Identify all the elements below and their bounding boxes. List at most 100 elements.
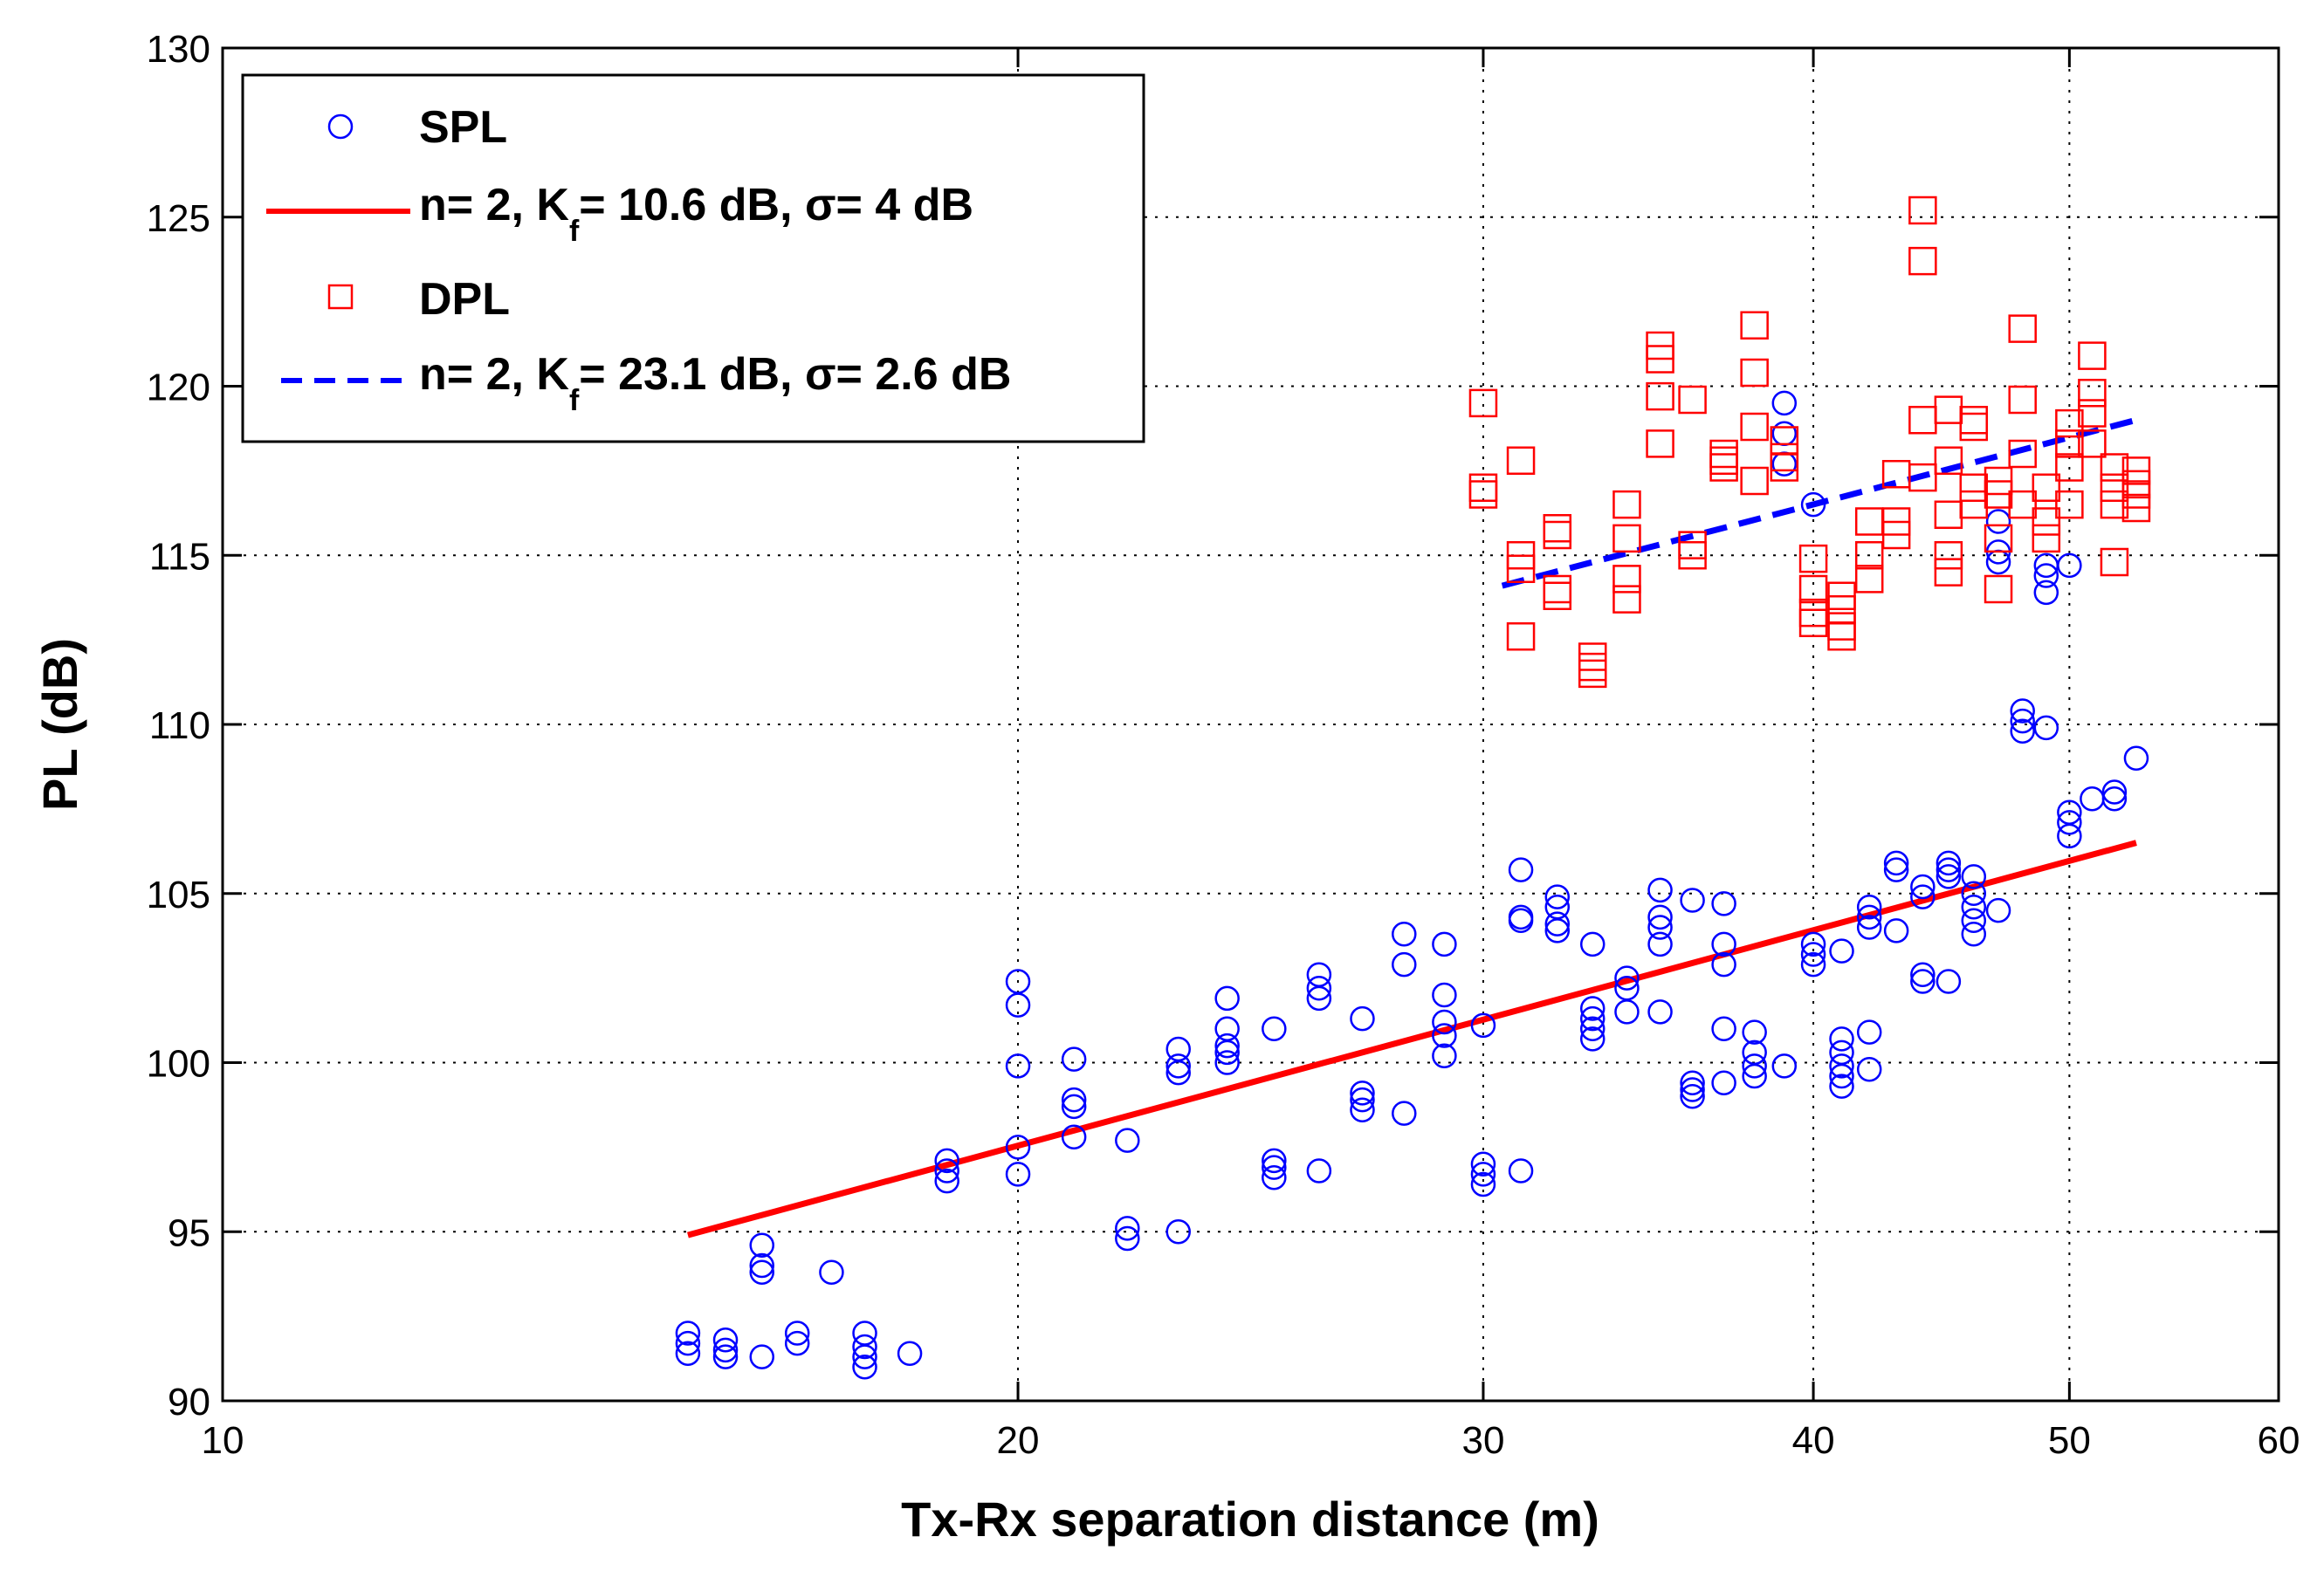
dpl-point [1646,381,1674,411]
spl-point [1470,1162,1496,1187]
x-tick-labels: 10 20 30 40 50 60 [202,1419,2300,1462]
dpl-point [1959,473,1989,502]
spl-point [1800,931,1826,957]
spl-point [1936,850,1962,876]
spl-point [1856,1019,1882,1045]
dpl-point [1740,412,1769,442]
dpl-point [1908,196,1937,225]
spl-point [1544,911,1571,937]
spl-point [1647,877,1673,903]
dpl-point [1740,358,1769,388]
spl-point [1856,915,1882,940]
dpl-point [1798,608,1828,637]
spl-point [2057,810,2082,835]
spl-point [1165,1036,1191,1062]
spl-point [1061,1094,1087,1120]
spl-point [1711,931,1736,957]
spl-point [1680,1077,1705,1102]
spl-point [1432,1023,1457,1048]
spl-point [852,1321,877,1346]
legend-dpl-marker [327,284,354,310]
spl-point [852,1355,877,1380]
spl-point [1061,1087,1087,1113]
legend-dpl-fit-prefix: n= 2, K [419,349,569,400]
spl-point [1829,1074,1854,1099]
spl-point [1350,1081,1375,1106]
dpl-point [1854,541,1884,570]
spl-point [897,1341,923,1366]
spl-point [1856,1057,1882,1082]
legend-dpl-fit-label: n= 2, Kf= 23.1 dB, σ= 2.6 dB [419,349,1011,417]
dpl-point [1506,541,1536,570]
dpl-point [1881,520,1911,550]
spl-point [1910,874,1936,900]
spl-point [1771,390,1798,416]
spl-point [1544,884,1571,909]
y-tick-label: 90 [168,1381,210,1424]
dpl-point [2055,429,2084,458]
spl-point [749,1344,774,1369]
dpl-point [1612,565,1641,593]
spl-point [1262,1155,1287,1180]
spl-point [1432,1043,1457,1068]
spl-point [1115,1225,1140,1252]
spl-point [1350,1097,1375,1122]
spl-point [852,1334,877,1360]
dpl-point [1678,385,1707,415]
dpl-point [1740,466,1769,496]
spl-point [675,1341,701,1366]
spl-point [1961,908,1987,933]
dpl-point [2055,453,2084,482]
dpl-point [2078,429,2107,458]
dpl-point [1854,565,1884,593]
y-tick-label: 120 [147,367,210,409]
dpl-point [1468,388,1498,418]
dpl-point [1646,345,1674,374]
dpl-point [2008,314,2037,343]
spl-point [784,1321,810,1346]
dpl-point [2078,399,2107,428]
spl-point [1961,922,1987,947]
spl-point [1262,1165,1287,1190]
spl-point [1061,1046,1087,1072]
spl-point [1800,951,1826,978]
spl-point [1883,850,1909,876]
spl-point [749,1232,774,1258]
spl-point [1800,491,1826,518]
spl-point [1005,1053,1031,1079]
spl-point [1647,915,1673,940]
dpl-point [2032,507,2061,536]
spl-point [2010,698,2035,724]
spl-point [1470,1171,1496,1197]
dpl-point [2032,524,2061,553]
dpl-point [2008,439,2037,469]
spl-point [1742,1019,1767,1045]
spl-point [1829,938,1854,964]
spl-point [1115,1128,1140,1153]
spl-point [934,1148,959,1174]
spl-point [1961,895,1987,920]
spl-point [2033,580,2059,606]
spl-point [1214,1050,1240,1075]
dpl-point [2055,490,2084,519]
spl-point [1508,904,1534,930]
spl-point [1115,1216,1140,1241]
dpl-point [1506,622,1536,651]
spl-point [1711,891,1736,916]
legend-spl-fit-label: n= 2, Kf= 10.6 dB, σ= 4 dB [419,180,973,248]
spl-point [1579,996,1605,1021]
dpl-point [1578,659,1607,689]
spl-point [1614,976,1640,1001]
x-tick-label: 60 [2258,1419,2300,1462]
spl-point [1306,1158,1332,1184]
dpl-point [1740,311,1769,340]
spl-point [1579,1026,1605,1052]
spl-point [1985,897,2011,923]
spl-point [1306,976,1332,1001]
dpl-point [1959,490,1989,519]
legend: SPL n= 2, Kf= 10.6 dB, σ= 4 dB DPL n= 2,… [241,73,1145,443]
spl-point [749,1252,774,1279]
x-axis-label: Tx-Rx separation distance (m) [901,1492,1599,1547]
dpl-point [2008,490,2037,519]
x-tick-label: 20 [997,1419,1040,1462]
